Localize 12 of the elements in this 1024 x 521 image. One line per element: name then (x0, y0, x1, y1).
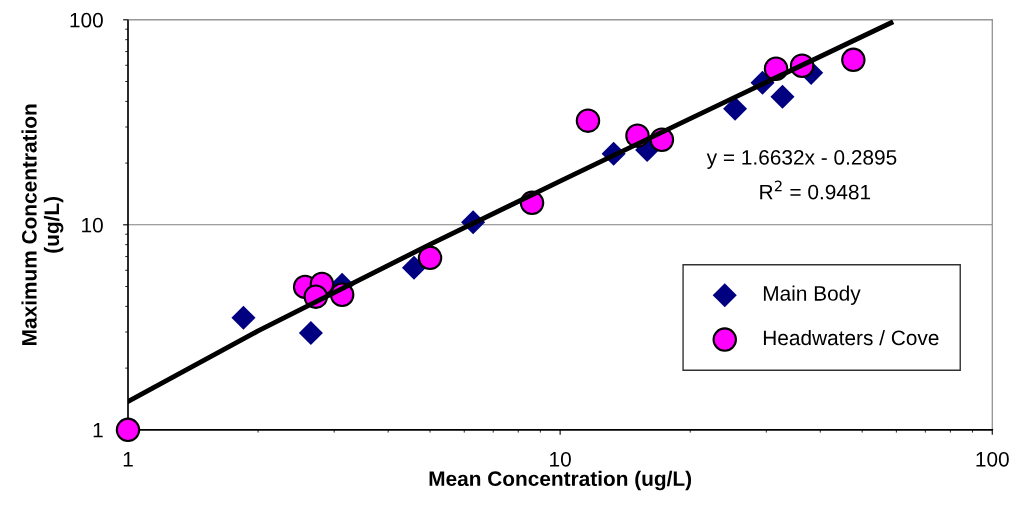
x-tick-label: 10 (550, 451, 571, 467)
annotation: R$^{2}$ = 0.9481 (760, 180, 871, 200)
legend-label: Headwaters / Cove (763, 329, 939, 346)
y-axis-title: Maximum Concentration (ug/L) (21, 104, 64, 345)
y-tick-label: 1 (93, 423, 103, 438)
x-axis-title: Mean Concentration (ug/L) (429, 470, 692, 491)
x-tick-label: 100 (976, 451, 1009, 467)
x-tick-label: 1 (123, 452, 133, 467)
y-tick-label: 10 (82, 217, 103, 233)
annotation: y = 1.6632x - 0.2895 (706, 150, 897, 169)
legend-label: Main Body (763, 285, 861, 305)
y-tick-label: 100 (70, 12, 103, 28)
